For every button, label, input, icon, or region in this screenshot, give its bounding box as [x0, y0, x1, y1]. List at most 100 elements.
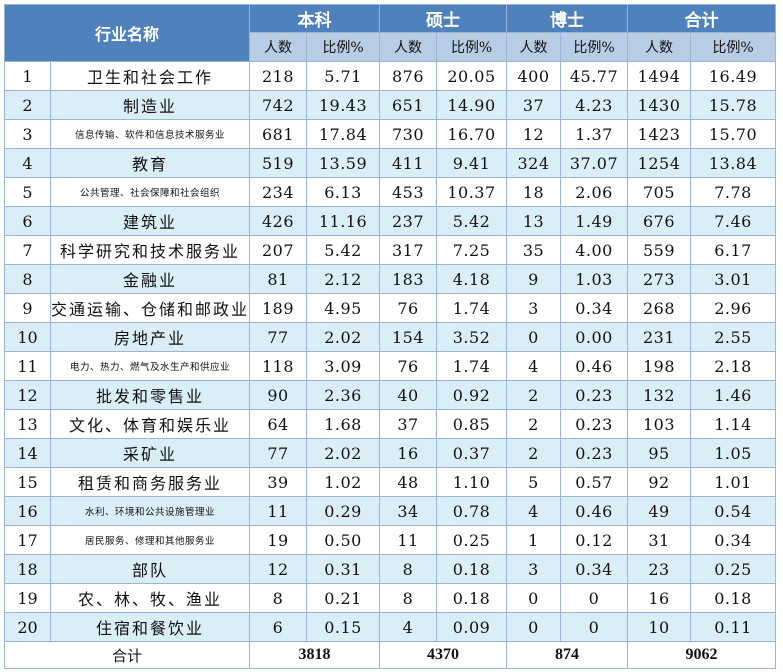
master-ratio: 9.41	[436, 148, 508, 178]
master-ratio: 0.18	[436, 583, 508, 613]
table-row: 7 科学研究和技术服务业 207 5.42 317 7.25 35 4.00 559 6.17	[4, 235, 777, 265]
doctor-count: 37	[506, 90, 562, 120]
master-count: 411	[379, 148, 438, 178]
master-ratio: 0.78	[436, 496, 508, 526]
table-row: 16 水利、环境和公共设施管理业 11 0.29 34 0.78 4 0.46 49 0.54	[4, 496, 777, 526]
table-row: 9 交通运输、仓储和邮政业 189 4.95 76 1.74 3 0.34 268 2.96	[4, 293, 777, 323]
total-ratio: 0.54	[690, 496, 777, 526]
doctor-ratio: 0.00	[560, 322, 629, 352]
table-row: 17 居民服务、修理和其他服务业 19 0.50 11 0.25 1 0.12 31 0.34	[4, 525, 777, 555]
total-count: 273	[627, 264, 692, 294]
doctor-ratio: 4.23	[560, 90, 629, 120]
total-count: 231	[627, 322, 692, 352]
master-ratio: 3.52	[436, 322, 508, 352]
master-count: 37	[379, 409, 438, 439]
master-ratio: 0.09	[436, 612, 508, 642]
master-count: 76	[379, 351, 438, 381]
master-count: 317	[379, 235, 438, 265]
industry-name: 租赁和商务服务业	[49, 467, 251, 497]
bachelor-count: 218	[249, 61, 308, 91]
bachelor-count: 77	[249, 322, 308, 352]
row-number: 3	[4, 119, 51, 149]
subheader-ratio: 比例%	[560, 32, 629, 62]
total-ratio: 15.70	[690, 119, 777, 149]
industry-name: 制造业	[49, 90, 251, 120]
table-row: 15 租赁和商务服务业 39 1.02 48 1.10 5 0.57 92 1.01	[4, 467, 777, 497]
table-row: 4 教育 519 13.59 411 9.41 324 37.07 1254 13.84	[4, 148, 777, 178]
table-row: 19 农、林、牧、渔业 8 0.21 8 0.18 0 0 16 0.18	[4, 583, 777, 613]
master-ratio: 14.90	[436, 90, 508, 120]
bachelor-count: 742	[249, 90, 308, 120]
total-ratio: 15.78	[690, 90, 777, 120]
doctor-count: 1	[506, 525, 562, 555]
header-row-subcolumns: 人数 比例% 人数 比例% 人数 比例% 人数 比例%	[5, 32, 777, 62]
total-count: 16	[627, 583, 692, 613]
master-count: 16	[379, 438, 438, 468]
doctor-ratio: 4.00	[560, 235, 629, 265]
subheader-count: 人数	[249, 32, 308, 62]
doctor-count: 13	[506, 206, 562, 236]
master-count: 730	[379, 119, 438, 149]
bachelor-count: 19	[249, 525, 308, 555]
doctor-count: 324	[506, 148, 562, 178]
total-row: 合计 3818 4370 874 9062	[3, 641, 777, 669]
row-number: 8	[4, 264, 51, 294]
doctor-ratio: 1.49	[560, 206, 629, 236]
industry-name: 电力、热力、燃气及水生产和供应业	[49, 351, 251, 381]
doctor-ratio: 0.12	[560, 525, 629, 555]
industry-name: 信息传输、软件和信息技术服务业	[49, 119, 251, 149]
row-number: 17	[4, 525, 51, 555]
bachelor-ratio: 5.42	[306, 235, 381, 265]
bachelor-ratio: 19.43	[306, 90, 381, 120]
master-count: 11	[379, 525, 438, 555]
doctor-ratio: 1.37	[560, 119, 629, 149]
industry-name: 采矿业	[49, 438, 251, 468]
master-count: 40	[379, 380, 438, 410]
industry-name: 文化、体育和娱乐业	[49, 409, 251, 439]
total-ratio: 0.18	[690, 583, 777, 613]
total-ratio: 0.34	[690, 525, 777, 555]
bachelor-count: 12	[249, 554, 308, 584]
master-ratio: 1.74	[436, 293, 508, 323]
total-ratio: 7.46	[690, 206, 777, 236]
doctor-count: 18	[506, 177, 562, 207]
bachelor-count: 64	[249, 409, 308, 439]
industry-name: 公共管理、社会保障和社会组织	[49, 177, 251, 207]
row-number: 20	[4, 612, 51, 642]
doctor-count: 9	[506, 264, 562, 294]
doctor-count: 2	[506, 438, 562, 468]
row-number: 5	[4, 177, 51, 207]
total-ratio: 1.01	[690, 467, 777, 497]
master-count: 48	[379, 467, 438, 497]
table-row: 14 采矿业 77 2.02 16 0.37 2 0.23 95 1.05	[4, 438, 777, 468]
industry-name: 卫生和社会工作	[49, 61, 251, 91]
total-count: 92	[627, 467, 692, 497]
total-bachelor: 3818	[249, 641, 381, 669]
doctor-count: 12	[506, 119, 562, 149]
bachelor-ratio: 2.12	[306, 264, 381, 294]
master-ratio: 1.10	[436, 467, 508, 497]
doctor-ratio: 0.23	[560, 409, 629, 439]
total-doctor: 874	[506, 641, 629, 669]
row-number: 16	[4, 496, 51, 526]
doctor-count: 4	[506, 496, 562, 526]
doctor-ratio: 0.34	[560, 554, 629, 584]
bachelor-ratio: 13.59	[306, 148, 381, 178]
industry-name: 建筑业	[49, 206, 251, 236]
doctor-ratio: 0.57	[560, 467, 629, 497]
master-count: 4	[379, 612, 438, 642]
doctor-ratio: 37.07	[560, 148, 629, 178]
bachelor-count: 234	[249, 177, 308, 207]
table-row: 8 金融业 81 2.12 183 4.18 9 1.03 273 3.01	[4, 264, 777, 294]
total-ratio: 3.01	[690, 264, 777, 294]
master-ratio: 4.18	[436, 264, 508, 294]
master-count: 8	[379, 554, 438, 584]
total-ratio: 16.49	[690, 61, 777, 91]
industry-name: 科学研究和技术服务业	[49, 235, 251, 265]
row-number: 2	[4, 90, 51, 120]
total-count: 268	[627, 293, 692, 323]
industry-name: 农、林、牧、渔业	[49, 583, 251, 613]
bachelor-count: 8	[249, 583, 308, 613]
bachelor-ratio: 6.13	[306, 177, 381, 207]
row-number: 13	[4, 409, 51, 439]
